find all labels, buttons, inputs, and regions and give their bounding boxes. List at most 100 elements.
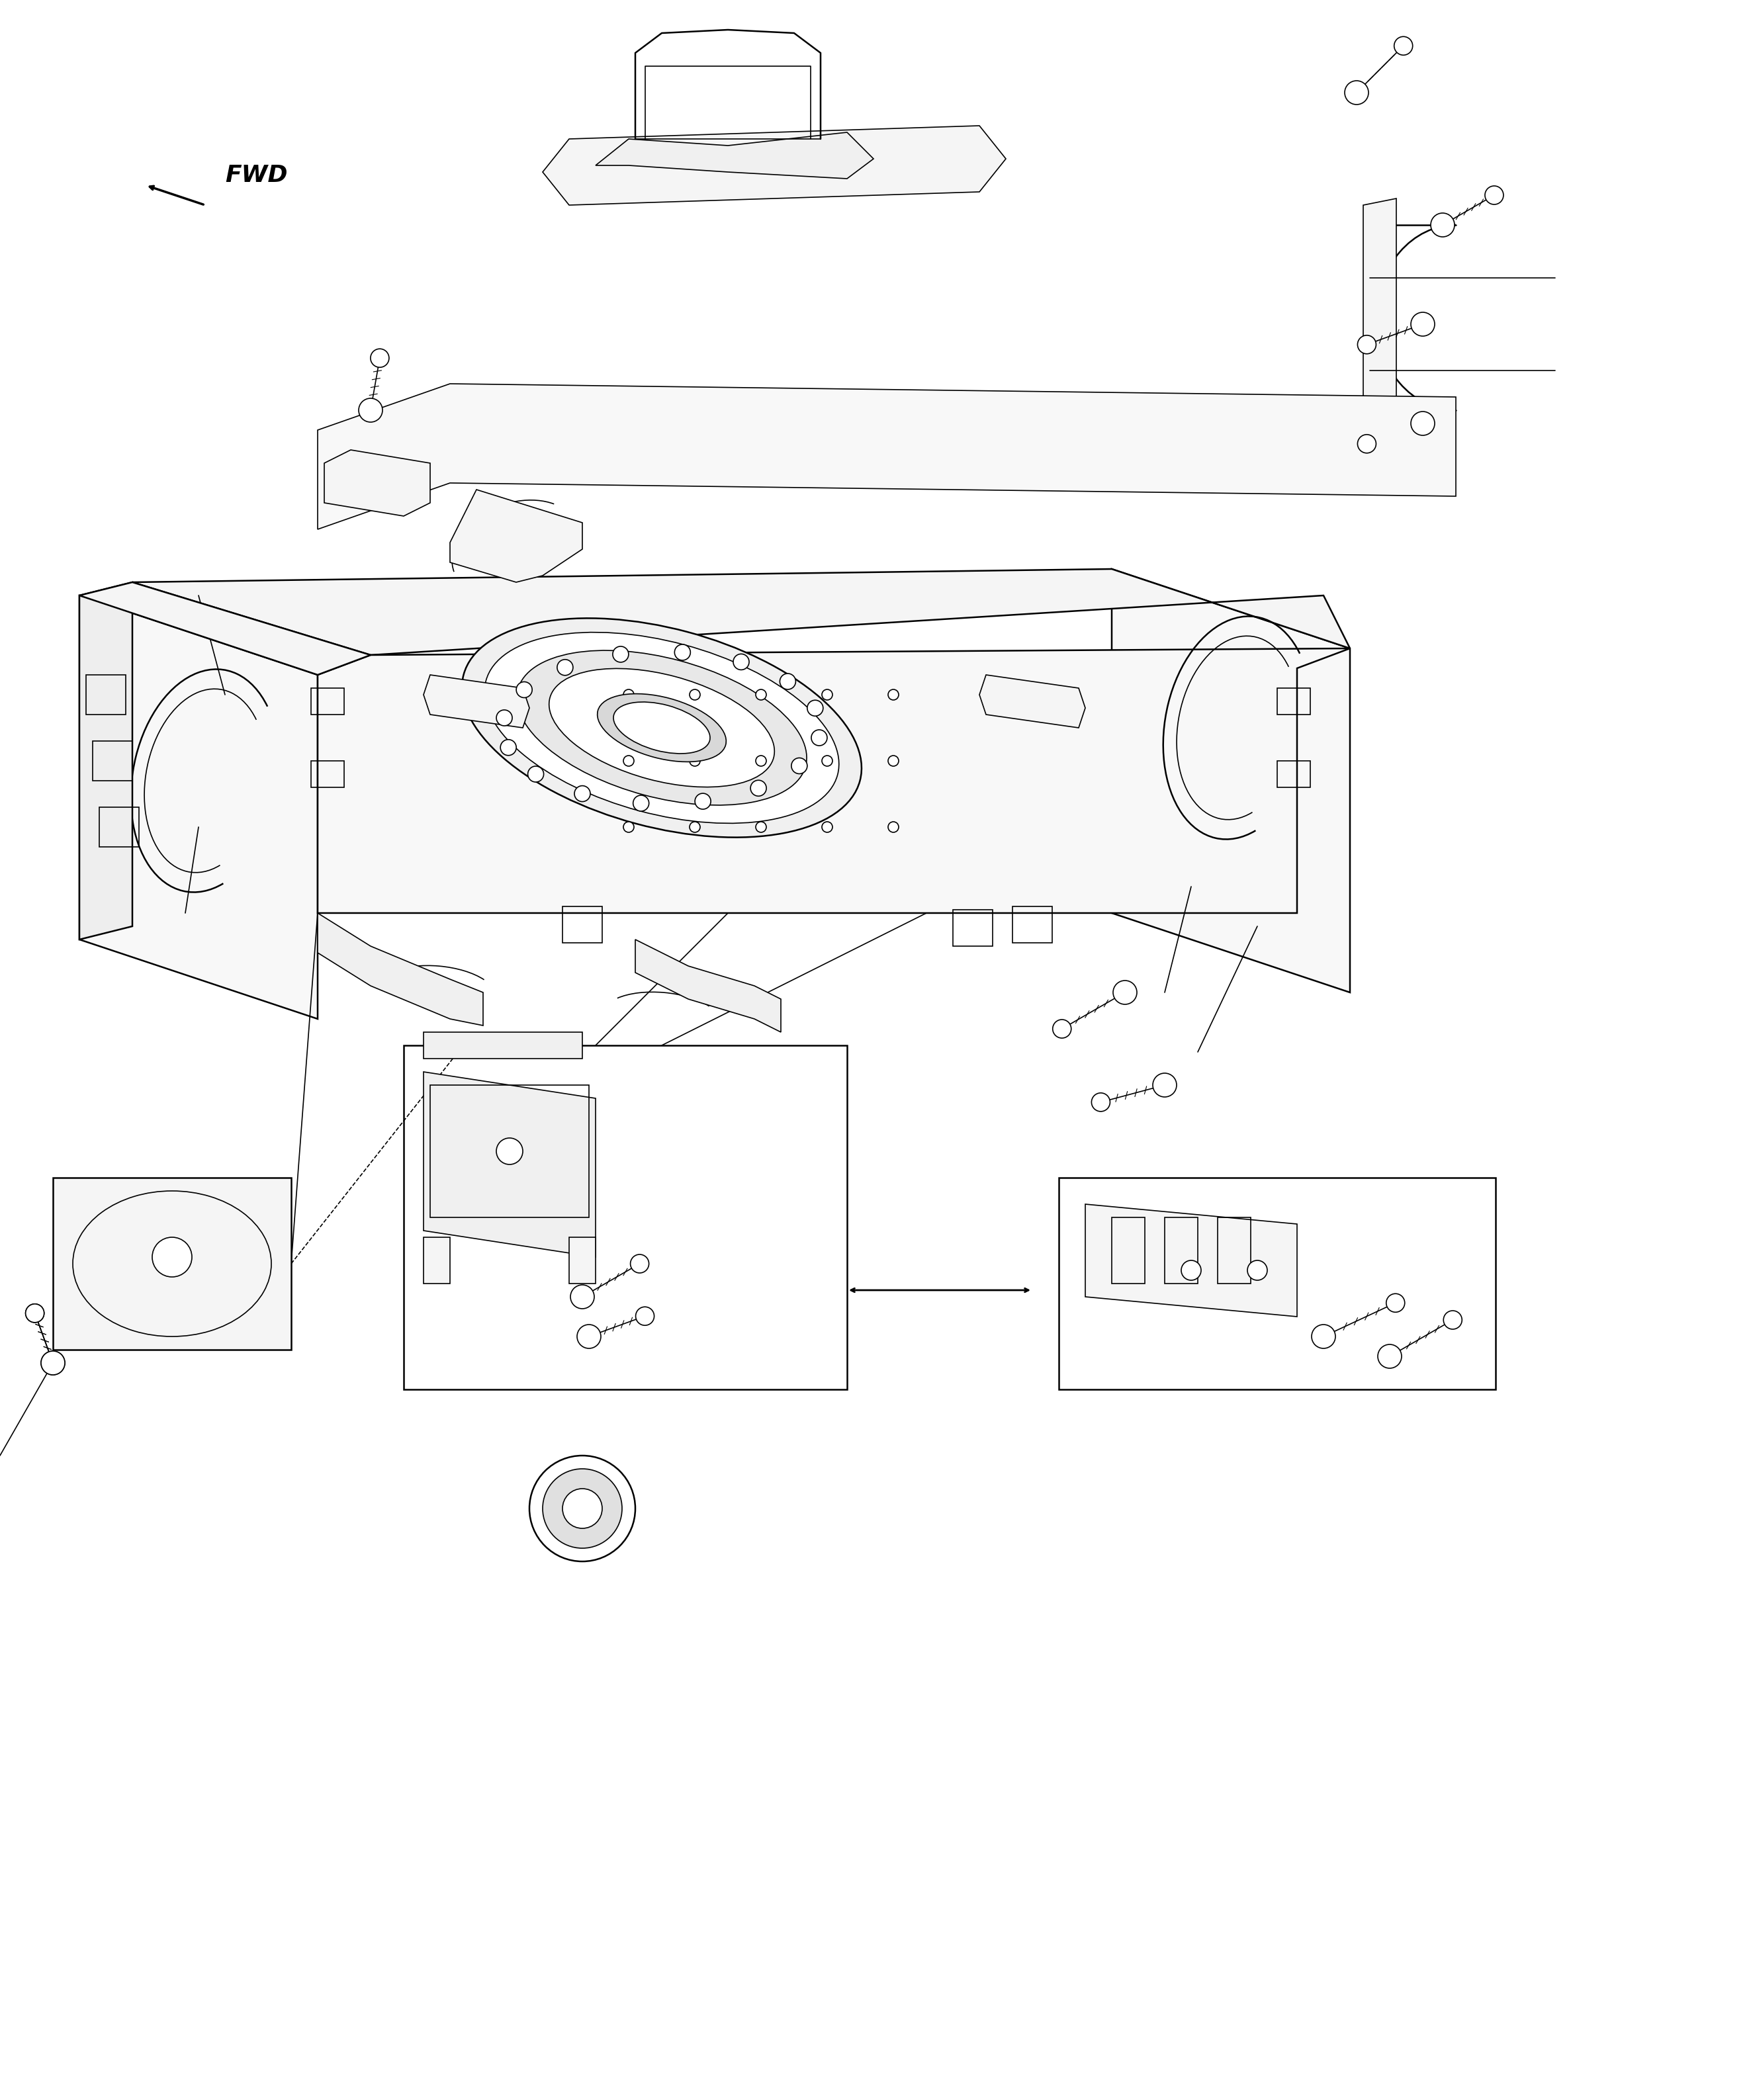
Polygon shape <box>317 649 1350 914</box>
Circle shape <box>571 1285 594 1308</box>
Circle shape <box>496 710 513 727</box>
Circle shape <box>630 1254 650 1273</box>
Bar <box>1012 907 1052 943</box>
Circle shape <box>527 766 545 781</box>
Polygon shape <box>79 582 133 939</box>
Bar <box>431 1086 588 1218</box>
Polygon shape <box>133 569 1350 655</box>
Circle shape <box>1182 1260 1201 1281</box>
Text: FWD: FWD <box>224 164 287 187</box>
Ellipse shape <box>485 632 839 823</box>
Ellipse shape <box>613 701 711 754</box>
Circle shape <box>1091 1092 1110 1111</box>
Circle shape <box>821 689 832 699</box>
Circle shape <box>623 689 634 699</box>
Circle shape <box>517 682 532 697</box>
Circle shape <box>496 1138 524 1166</box>
Circle shape <box>1052 1021 1072 1037</box>
Circle shape <box>756 756 767 766</box>
Circle shape <box>26 1304 44 1323</box>
Circle shape <box>807 699 823 716</box>
Circle shape <box>529 1455 636 1562</box>
Circle shape <box>623 821 634 832</box>
Ellipse shape <box>550 668 774 788</box>
Polygon shape <box>424 1071 595 1258</box>
Circle shape <box>690 756 700 766</box>
Polygon shape <box>450 489 583 582</box>
Circle shape <box>1152 1073 1177 1096</box>
Bar <box>953 909 993 947</box>
Circle shape <box>562 1489 602 1529</box>
Polygon shape <box>595 132 874 178</box>
Polygon shape <box>1112 569 1350 993</box>
Circle shape <box>152 1237 193 1277</box>
Circle shape <box>734 653 749 670</box>
Circle shape <box>1345 80 1369 105</box>
Polygon shape <box>424 674 529 729</box>
Polygon shape <box>1364 200 1396 437</box>
Circle shape <box>26 1304 44 1323</box>
Bar <box>312 760 345 788</box>
Circle shape <box>40 1350 65 1376</box>
Circle shape <box>1357 435 1376 454</box>
Bar <box>562 907 602 943</box>
Bar <box>1276 760 1310 788</box>
Polygon shape <box>317 914 483 1025</box>
Circle shape <box>634 796 650 811</box>
Circle shape <box>578 1325 601 1348</box>
Polygon shape <box>424 1237 450 1283</box>
Circle shape <box>791 758 807 773</box>
Circle shape <box>1378 1344 1401 1369</box>
Circle shape <box>888 689 898 699</box>
Circle shape <box>821 756 832 766</box>
Circle shape <box>756 821 767 832</box>
Circle shape <box>371 349 389 367</box>
Circle shape <box>888 756 898 766</box>
Circle shape <box>1411 412 1434 435</box>
Circle shape <box>779 674 795 689</box>
Polygon shape <box>979 674 1086 729</box>
Circle shape <box>543 1468 622 1548</box>
Circle shape <box>613 647 629 662</box>
Polygon shape <box>79 596 317 1018</box>
Ellipse shape <box>517 651 807 804</box>
Ellipse shape <box>597 693 727 762</box>
Circle shape <box>359 399 382 422</box>
Circle shape <box>674 645 690 659</box>
Circle shape <box>821 821 832 832</box>
Circle shape <box>1411 313 1434 336</box>
Circle shape <box>501 739 517 756</box>
Ellipse shape <box>462 617 861 838</box>
Bar <box>312 689 345 714</box>
Polygon shape <box>569 1237 595 1283</box>
Bar <box>93 741 133 781</box>
Circle shape <box>623 756 634 766</box>
Circle shape <box>574 785 590 802</box>
Bar <box>1164 1218 1198 1283</box>
Circle shape <box>636 1306 655 1325</box>
Bar <box>1112 1218 1145 1283</box>
Circle shape <box>1431 212 1455 237</box>
Circle shape <box>1443 1310 1462 1329</box>
Circle shape <box>1114 981 1136 1004</box>
Circle shape <box>1311 1325 1336 1348</box>
Circle shape <box>888 821 898 832</box>
Polygon shape <box>1086 1203 1297 1317</box>
Circle shape <box>756 689 767 699</box>
Circle shape <box>557 659 573 676</box>
Circle shape <box>1247 1260 1268 1281</box>
Circle shape <box>1485 187 1504 204</box>
Polygon shape <box>543 126 1005 206</box>
Polygon shape <box>424 1031 583 1058</box>
Circle shape <box>1394 36 1413 55</box>
Circle shape <box>690 821 700 832</box>
Circle shape <box>1357 336 1376 353</box>
Circle shape <box>40 1350 65 1376</box>
Bar <box>100 806 138 846</box>
Bar <box>86 674 126 714</box>
Circle shape <box>695 794 711 808</box>
Circle shape <box>690 689 700 699</box>
Circle shape <box>751 781 767 796</box>
Polygon shape <box>636 939 781 1031</box>
Circle shape <box>1387 1294 1404 1312</box>
